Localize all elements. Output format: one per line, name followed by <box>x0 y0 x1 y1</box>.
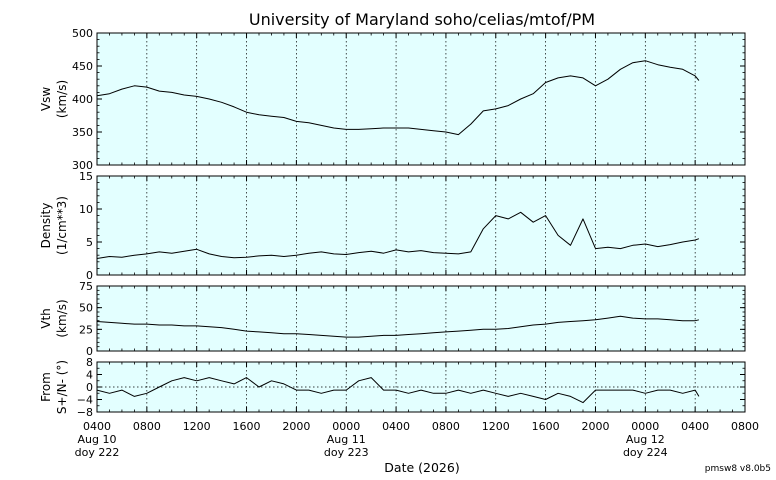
y-axis-label-line: (km/s) <box>55 80 69 118</box>
y-axis-label: From S+/N- (°) <box>39 360 69 414</box>
y-axis-label-line: Vth <box>39 308 53 329</box>
x-tick-label: 2000 <box>282 420 310 433</box>
y-tick-label: 0 <box>86 269 93 282</box>
y-axis-label-line: (1/cm**3) <box>55 196 69 255</box>
y-axis-label-line: Density <box>39 203 53 249</box>
x-tick-label: 1200 <box>482 420 510 433</box>
x-tick-label-line: Aug 10 <box>78 433 117 446</box>
y-axis-label-line: From <box>39 372 53 402</box>
y-axis-label-line: Vsw <box>39 87 53 111</box>
x-tick-label: 0400 Aug 10 doy 222 <box>75 420 120 459</box>
x-tick-label-line: 0400 <box>83 420 111 433</box>
version-label: pmsw8 v8.0b5 <box>705 464 771 474</box>
x-tick-label: 2000 <box>581 420 609 433</box>
y-tick-label: −8 <box>77 406 93 419</box>
y-axis-label: Density (1/cm**3) <box>39 196 69 255</box>
panel-frame <box>96 361 746 413</box>
y-tick-label: 300 <box>72 159 93 172</box>
x-tick-label: 0000 Aug 12 doy 224 <box>623 420 668 459</box>
x-tick-label-line: 1600 <box>233 420 261 433</box>
x-tick-label: 0000 Aug 11 doy 223 <box>324 420 369 459</box>
panel-background <box>97 33 745 165</box>
x-tick-label-line: 0400 <box>681 420 709 433</box>
x-tick-label-line: doy 224 <box>623 446 668 459</box>
x-tick-label: 0800 <box>731 420 759 433</box>
series-line-flow-angle <box>96 377 700 404</box>
chart-title: University of Maryland soho/celias/mtof/… <box>249 10 595 29</box>
x-tick-label-line: 1200 <box>183 420 211 433</box>
y-tick-label: 0 <box>86 381 93 394</box>
y-axis-label-line: (km/s) <box>55 299 69 337</box>
x-tick-label-line: Aug 11 <box>327 433 366 446</box>
y-axis-label-line: S+/N- (°) <box>55 360 69 414</box>
panel-vsw: 300 350 400 450 500 Vsw (km/s) <box>39 27 746 172</box>
x-tick-label: 1200 <box>183 420 211 433</box>
y-tick-label: 4 <box>86 369 93 382</box>
x-tick-label-line: 0400 <box>382 420 410 433</box>
panel-frame <box>96 175 746 276</box>
panel-background <box>97 176 745 275</box>
x-tick-label-line: 0800 <box>432 420 460 433</box>
y-tick-label: −4 <box>77 394 93 407</box>
y-tick-label: 75 <box>79 280 93 293</box>
x-tick-label-line: 1600 <box>532 420 560 433</box>
series-line-density <box>96 211 700 259</box>
panel-density: 0 5 10 15 Density (1/cm**3) <box>39 170 746 282</box>
x-tick-label-line: 0800 <box>133 420 161 433</box>
y-axis-label: Vth (km/s) <box>39 299 69 337</box>
y-tick-label: 10 <box>79 203 93 216</box>
x-tick-label-line: Aug 12 <box>626 433 665 446</box>
x-axis-label: Date (2026) <box>384 460 459 475</box>
y-tick-label: 50 <box>79 302 93 315</box>
y-tick-label: 25 <box>79 323 93 336</box>
panel-vth: 0 25 50 75 Vth (km/s) <box>39 280 746 358</box>
x-tick-label-line: doy 222 <box>75 446 120 459</box>
x-tick-label-line: 0800 <box>731 420 759 433</box>
y-tick-label: 15 <box>79 170 93 183</box>
x-tick-label: 1600 <box>532 420 560 433</box>
y-tick-label: 400 <box>72 93 93 106</box>
x-tick-label: 0800 <box>133 420 161 433</box>
x-tick-label-line: 2000 <box>581 420 609 433</box>
y-tick-label: 500 <box>72 27 93 40</box>
series-line-vth <box>96 315 700 338</box>
x-tick-label-line: 1200 <box>482 420 510 433</box>
x-tick-label-line: 0000 <box>332 420 360 433</box>
x-tick-label: 0800 <box>432 420 460 433</box>
x-tick-label-line: doy 223 <box>324 446 369 459</box>
y-axis-label: Vsw (km/s) <box>39 80 69 118</box>
panel-frame <box>96 285 746 352</box>
x-tick-label: 1600 <box>233 420 261 433</box>
y-tick-label: 450 <box>72 60 93 73</box>
x-tick-label-line: 2000 <box>282 420 310 433</box>
y-tick-label: 350 <box>72 126 93 139</box>
x-tick-label: 0400 <box>382 420 410 433</box>
x-tick-label-line: 0000 <box>631 420 659 433</box>
x-tick-label: 0400 <box>681 420 709 433</box>
panel-frame <box>96 32 746 166</box>
series-line-vsw <box>96 60 700 136</box>
y-tick-label: 8 <box>86 356 93 369</box>
y-tick-label: 5 <box>86 236 93 249</box>
y-tick-label: 0 <box>86 345 93 358</box>
